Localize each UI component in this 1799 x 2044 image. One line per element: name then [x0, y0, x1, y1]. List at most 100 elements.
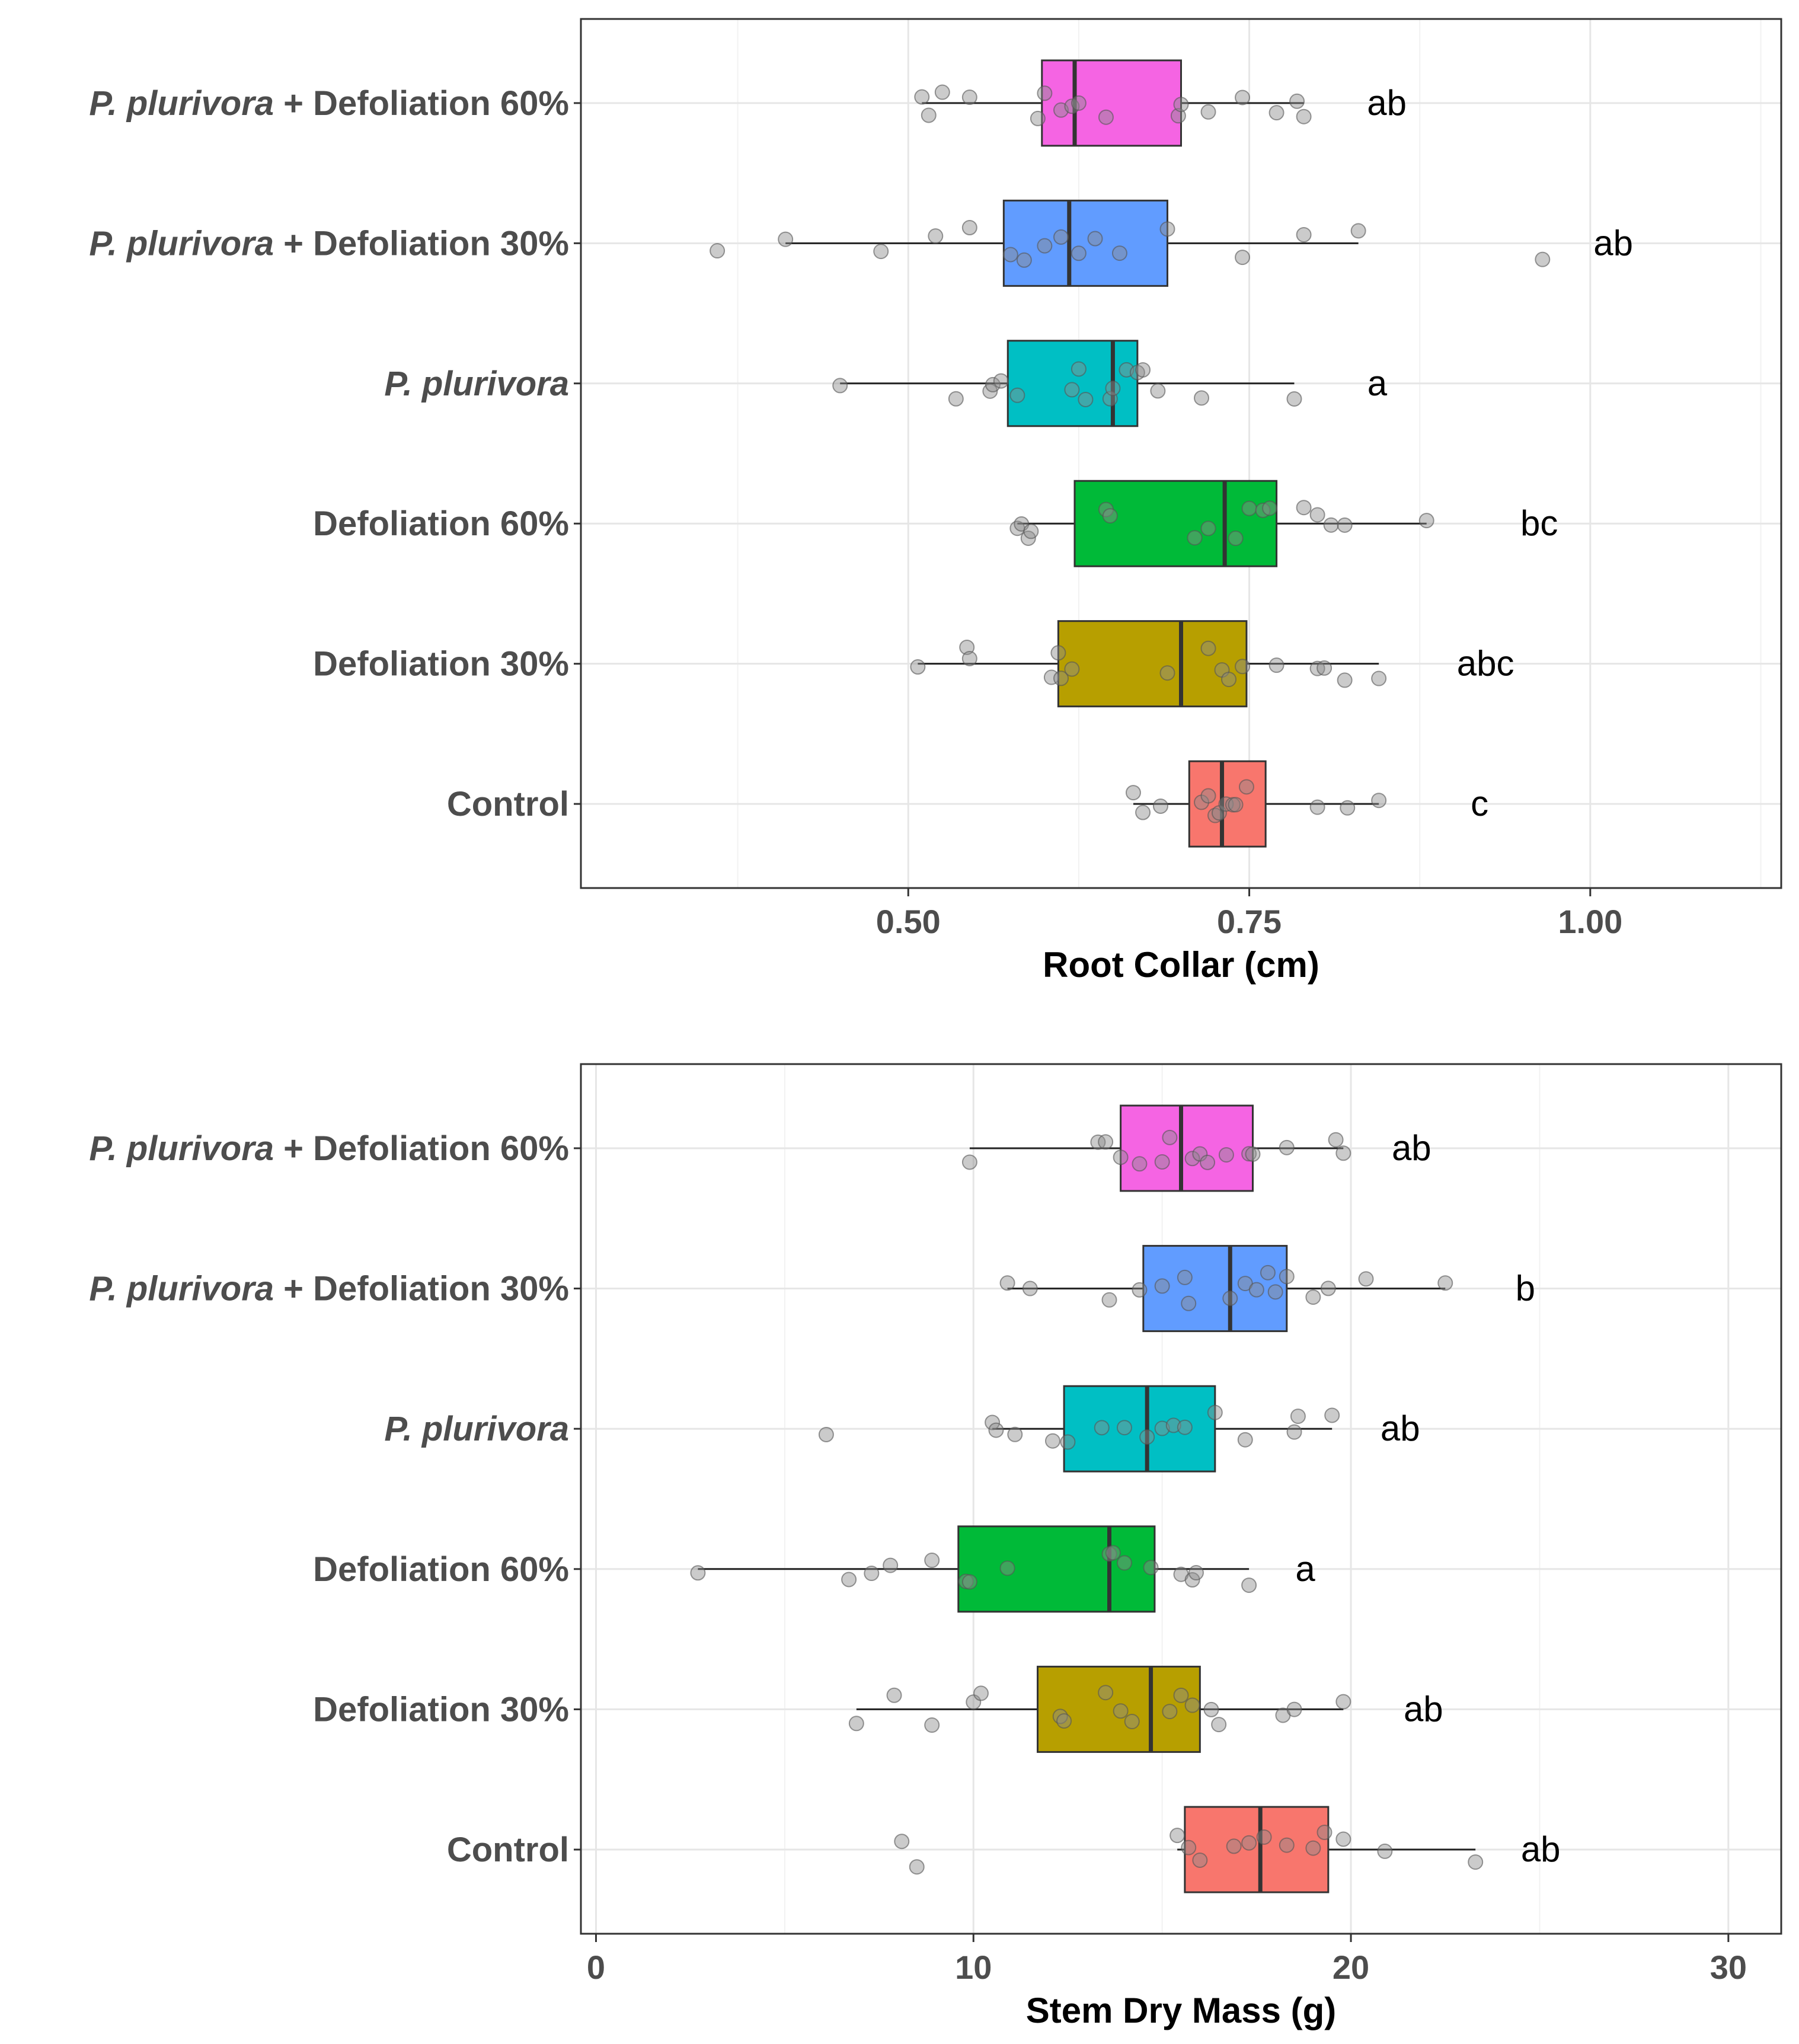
data-point: [1154, 1420, 1170, 1436]
data-point: [985, 376, 1001, 392]
data-point: [1159, 665, 1175, 681]
data-point: [690, 1565, 706, 1581]
data-point: [1286, 1701, 1302, 1717]
data-point: [1105, 381, 1121, 397]
data-point: [1173, 1687, 1189, 1703]
x-axis-title: Root Collar (cm): [1043, 945, 1319, 985]
data-point: [1241, 1577, 1257, 1593]
data-point: [1184, 1572, 1200, 1588]
data-point: [1418, 513, 1434, 529]
box: [1057, 620, 1248, 708]
y-tick-label: Control: [447, 785, 569, 823]
significance-letter: b: [1516, 1269, 1535, 1308]
data-point: [886, 1687, 902, 1703]
data-point: [1296, 500, 1312, 516]
data-point: [1268, 105, 1284, 121]
data-point: [1337, 672, 1353, 688]
data-point: [1192, 1852, 1208, 1868]
data-point: [1002, 247, 1018, 263]
significance-letter: ab: [1392, 1128, 1431, 1168]
data-point: [1132, 1282, 1148, 1298]
data-point: [1098, 1134, 1114, 1150]
data-point: [1245, 1146, 1261, 1162]
data-point: [1305, 1289, 1321, 1305]
data-point: [1305, 1840, 1321, 1856]
data-point: [1111, 245, 1127, 261]
data-point: [1116, 1555, 1132, 1571]
data-point: [928, 228, 944, 244]
chart-panel-2: ab Control ab Defoliation 30% a Defoliation 6…: [89, 1063, 1782, 2030]
box-group-defoliation-60-: bc: [1009, 480, 1558, 567]
data-point: [1235, 250, 1251, 266]
data-point: [1169, 1828, 1186, 1844]
data-point: [1235, 659, 1251, 675]
data-point: [848, 1716, 864, 1732]
data-point: [1143, 1560, 1159, 1576]
data-point: [1194, 390, 1210, 406]
data-point: [1317, 1824, 1333, 1840]
data-point: [1165, 1417, 1181, 1433]
data-point: [1060, 1434, 1076, 1450]
data-point: [1468, 1854, 1484, 1870]
data-point: [1377, 1843, 1393, 1859]
significance-letter: c: [1471, 784, 1488, 823]
significance-letter: abc: [1457, 644, 1514, 684]
data-point: [1177, 1269, 1193, 1285]
data-point: [1309, 507, 1325, 523]
data-point: [1187, 530, 1203, 546]
data-point: [1184, 1151, 1200, 1167]
x-tick-label: 0.50: [876, 903, 941, 940]
data-point: [1116, 1420, 1132, 1436]
panel-border: [580, 1063, 1782, 1935]
x-tick-label: 30: [1710, 1949, 1747, 1986]
data-point: [961, 1154, 977, 1170]
data-point: [961, 1574, 977, 1590]
data-point: [1125, 785, 1141, 801]
y-tick-label: P. plurivora + Defoliation 30%: [89, 224, 569, 263]
data-point: [1371, 670, 1387, 686]
data-point: [864, 1566, 880, 1582]
data-point: [1238, 779, 1254, 795]
data-point: [961, 90, 977, 106]
data-point: [1071, 95, 1087, 111]
data-point: [1159, 221, 1175, 237]
data-point: [1007, 1426, 1023, 1442]
data-point: [1317, 660, 1333, 676]
data-point: [993, 373, 1009, 389]
data-point: [1200, 520, 1216, 536]
data-point: [1279, 1269, 1295, 1285]
data-point: [832, 378, 848, 394]
data-point: [973, 1685, 989, 1701]
data-point: [999, 1275, 1015, 1291]
data-point: [999, 1560, 1015, 1576]
x-tick-label: 0.75: [1217, 903, 1282, 940]
data-point: [1309, 799, 1325, 815]
data-point: [1335, 1145, 1351, 1161]
data-point: [1350, 223, 1366, 239]
data-point: [1101, 1292, 1117, 1308]
data-point: [1279, 1837, 1295, 1853]
data-point: [1248, 1282, 1264, 1298]
data-point: [1044, 1433, 1060, 1449]
data-point: [1150, 383, 1166, 399]
data-point: [961, 650, 977, 666]
data-point: [1098, 1685, 1114, 1701]
data-point: [1358, 1271, 1374, 1287]
data-point: [1030, 110, 1046, 126]
box: [1188, 760, 1267, 848]
chart-panel-1: c Control abc Defoliation 30% bc Defoliation …: [89, 18, 1782, 985]
data-point: [1113, 1149, 1129, 1165]
significance-letter: ab: [1521, 1829, 1561, 1869]
y-tick-label: Defoliation 30%: [313, 645, 569, 684]
data-point: [1267, 1284, 1283, 1300]
data-point: [1184, 1697, 1200, 1713]
x-tick-label: 10: [955, 1949, 992, 1986]
data-point: [1226, 1838, 1242, 1854]
box: [1063, 1385, 1216, 1473]
data-point: [1188, 1565, 1204, 1581]
data-point: [924, 1553, 940, 1569]
data-point: [1053, 229, 1069, 245]
box: [1006, 340, 1139, 427]
data-point: [1170, 108, 1186, 124]
